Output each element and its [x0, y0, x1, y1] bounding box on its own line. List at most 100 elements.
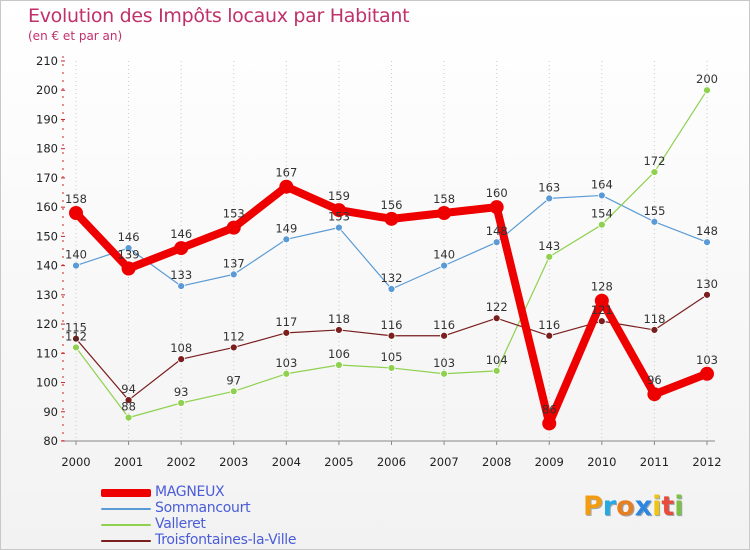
proxiti-logo: Proxiti: [583, 491, 684, 522]
legend-swatch: [101, 540, 151, 542]
data-point-valleret: [703, 86, 711, 95]
data-point-sommancourt: [650, 217, 659, 226]
chart-subtitle: (en € et par an): [28, 29, 123, 43]
data-point-sommancourt: [545, 194, 554, 203]
data-label-troisfontaines-la-ville: 122: [486, 300, 508, 314]
x-tick-label: 2010: [587, 455, 616, 469]
data-point-troisfontaines-la-ville: [72, 334, 80, 343]
data-label-magneux: 96: [647, 373, 662, 387]
data-point-sommancourt: [440, 261, 448, 270]
data-label-troisfontaines-la-ville: 130: [696, 277, 718, 291]
y-tick-label: 150: [36, 229, 58, 243]
data-label-troisfontaines-la-ville: 116: [381, 318, 403, 332]
legend-label: Valleret: [155, 516, 206, 532]
data-point-valleret: [387, 364, 396, 372]
data-point-troisfontaines-la-ville: [229, 343, 238, 352]
data-point-valleret: [650, 168, 659, 176]
data-label-troisfontaines-la-ville: 112: [223, 329, 245, 343]
data-label-magneux: 167: [275, 166, 297, 180]
data-point-magneux: [542, 416, 557, 431]
data-point-valleret: [177, 399, 186, 407]
logo-letter: t: [661, 491, 675, 522]
y-tick-label: 160: [36, 200, 58, 214]
data-point-magneux: [594, 293, 609, 308]
data-point-valleret: [282, 369, 291, 378]
data-label-troisfontaines-la-ville: 118: [328, 312, 350, 326]
data-label-sommancourt: 133: [170, 268, 192, 282]
legend-swatch: [101, 524, 151, 526]
y-tick-label: 110: [36, 346, 58, 360]
x-tick-label: 2012: [692, 455, 721, 469]
data-point-magneux: [174, 241, 189, 256]
data-point-sommancourt: [597, 191, 606, 200]
data-label-valleret: 97: [226, 373, 241, 387]
x-tick-label: 2004: [272, 455, 301, 469]
data-point-troisfontaines-la-ville: [650, 326, 659, 334]
data-point-troisfontaines-la-ville: [177, 355, 186, 364]
data-label-troisfontaines-la-ville: 116: [538, 318, 560, 332]
x-tick-label: 2003: [219, 455, 248, 469]
data-point-valleret: [597, 220, 606, 229]
data-label-magneux: 103: [696, 353, 718, 367]
logo-letter: i: [674, 491, 684, 522]
data-point-sommancourt: [229, 270, 238, 279]
data-label-magneux: 146: [170, 227, 192, 241]
data-point-troisfontaines-la-ville: [703, 290, 711, 299]
data-point-sommancourt: [124, 244, 133, 252]
data-label-troisfontaines-la-ville: 108: [170, 341, 192, 355]
data-label-valleret: 93: [174, 385, 189, 399]
data-label-troisfontaines-la-ville: 118: [643, 312, 665, 326]
logo-letter: P: [583, 491, 603, 522]
logo-letter: i: [652, 491, 662, 522]
legend: MAGNEUX Sommancourt Valleret Troisfontaines…: [101, 484, 341, 549]
data-point-magneux: [437, 206, 452, 220]
data-point-troisfontaines-la-ville: [440, 331, 448, 340]
data-point-troisfontaines-la-ville: [492, 314, 501, 323]
data-label-troisfontaines-la-ville: 116: [433, 318, 455, 332]
data-label-valleret: 88: [121, 400, 136, 414]
data-label-sommancourt: 149: [275, 221, 297, 235]
legend-swatch: [101, 508, 151, 510]
data-label-magneux: 158: [65, 192, 87, 206]
legend-item-magneux: MAGNEUX: [101, 484, 341, 501]
data-point-valleret: [124, 413, 133, 422]
data-label-sommancourt: 137: [223, 256, 245, 270]
y-tick-label: 210: [36, 54, 58, 68]
data-label-sommancourt: 140: [433, 248, 455, 262]
data-point-troisfontaines-la-ville: [124, 396, 133, 404]
data-point-magneux: [384, 211, 399, 226]
data-point-magneux: [226, 220, 241, 235]
data-label-sommancourt: 148: [486, 224, 508, 238]
y-tick-label: 180: [36, 142, 58, 156]
data-point-sommancourt: [335, 223, 343, 232]
data-point-troisfontaines-la-ville: [545, 331, 554, 340]
data-point-magneux: [331, 203, 346, 218]
data-label-sommancourt: 163: [538, 180, 560, 194]
x-tick-label: 2008: [482, 455, 511, 469]
data-label-sommancourt: 146: [118, 230, 140, 244]
data-label-magneux: 159: [328, 189, 350, 203]
data-label-valleret: 172: [643, 154, 665, 168]
data-point-magneux: [121, 261, 136, 276]
y-tick-label: 200: [36, 83, 58, 97]
data-label-troisfontaines-la-ville: 121: [591, 303, 613, 317]
logo-letter: r: [602, 491, 617, 522]
legend-label: Sommancourt: [155, 500, 251, 516]
data-point-valleret: [440, 369, 448, 378]
data-point-sommancourt: [703, 238, 711, 247]
data-label-valleret: 103: [275, 356, 297, 370]
data-point-valleret: [72, 343, 80, 352]
data-label-sommancourt: 153: [328, 210, 350, 224]
y-tick-label: 130: [36, 288, 58, 302]
legend-label: Troisfontaines-la-Ville: [155, 532, 297, 548]
data-point-sommancourt: [177, 282, 186, 290]
data-label-sommancourt: 140: [65, 248, 87, 262]
chart-title: Evolution des Impôts locaux par Habitant: [28, 5, 410, 27]
data-point-sommancourt: [282, 235, 291, 244]
x-tick-label: 2005: [324, 455, 353, 469]
data-point-sommancourt: [492, 238, 501, 247]
data-label-valleret: 200: [696, 72, 718, 86]
y-tick-label: 80: [43, 434, 58, 448]
data-point-sommancourt: [72, 261, 80, 270]
data-label-magneux: 158: [433, 192, 455, 206]
